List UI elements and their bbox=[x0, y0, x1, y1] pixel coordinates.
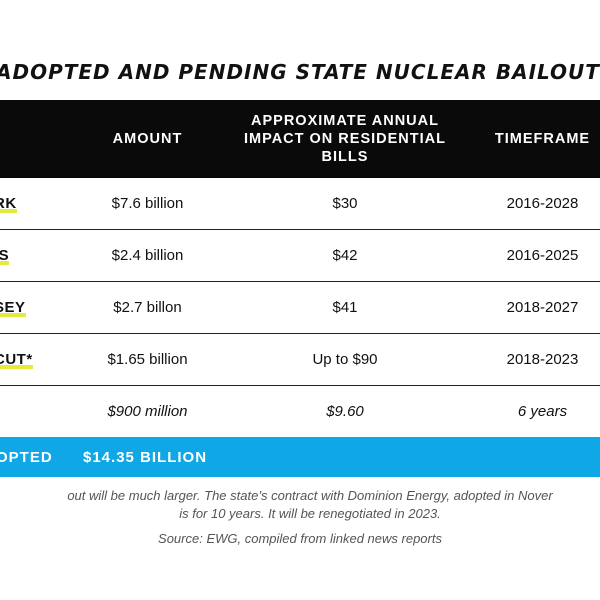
amount-cell: $900 million bbox=[107, 403, 188, 420]
timeframe-cell: 2016-2025 bbox=[506, 247, 579, 264]
table-header: E AMOUNT APPROXIMATE ANNUAL IMPACT ON RE… bbox=[0, 100, 600, 178]
impact-cell: $42 bbox=[332, 247, 358, 264]
footnote: out will be much larger. The state’s con… bbox=[0, 487, 600, 523]
total-amount: $14.35 BILLION bbox=[83, 448, 208, 466]
timeframe-cell: 6 years bbox=[517, 403, 568, 420]
table-row: CUT* $1.65 billion Up to $90 2018-2023 bbox=[0, 334, 600, 386]
source-note: Source: EWG, compiled from linked news r… bbox=[158, 531, 442, 546]
page-title: ADOPTED AND PENDING STATE NUCLEAR BAILOU… bbox=[0, 60, 600, 84]
amount-cell: $2.4 billion bbox=[111, 247, 184, 264]
table-row: RK $7.6 billion $30 2016-2028 bbox=[0, 178, 600, 230]
bailouts-table: E AMOUNT APPROXIMATE ANNUAL IMPACT ON RE… bbox=[0, 100, 600, 477]
impact-cell: $9.60 bbox=[326, 403, 364, 420]
state-link[interactable]: CUT* bbox=[0, 350, 33, 369]
impact-cell: $30 bbox=[332, 195, 358, 212]
table-row-pending: $900 million $9.60 6 years bbox=[0, 386, 600, 437]
amount-cell: $2.7 billon bbox=[113, 299, 182, 316]
state-link[interactable]: RK bbox=[0, 194, 17, 213]
timeframe-cell: 2018-2023 bbox=[506, 351, 579, 368]
amount-cell: $1.65 billion bbox=[107, 351, 188, 368]
table-row: SEY $2.7 billon $41 2018-2027 bbox=[0, 282, 600, 334]
impact-cell: $41 bbox=[332, 299, 358, 316]
state-link[interactable]: IS bbox=[0, 246, 10, 265]
total-row: OPTED $14.35 BILLION bbox=[0, 437, 600, 477]
header-timeframe: TIMEFRAME bbox=[494, 131, 591, 147]
state-link[interactable]: SEY bbox=[0, 298, 26, 317]
header-state: E bbox=[0, 100, 20, 178]
timeframe-cell: 2018-2027 bbox=[506, 299, 579, 316]
footnote-line-2: is for 10 years. It will be renegotiated… bbox=[179, 506, 441, 521]
header-impact: APPROXIMATE ANNUAL IMPACT ON RESIDENTIAL… bbox=[244, 113, 446, 165]
footnote-line-1: out will be much larger. The state’s con… bbox=[67, 488, 553, 503]
table-row: IS $2.4 billion $42 2016-2025 bbox=[0, 230, 600, 282]
total-label: OPTED bbox=[0, 448, 53, 466]
impact-cell: Up to $90 bbox=[312, 351, 378, 368]
timeframe-cell: 2016-2028 bbox=[506, 195, 579, 212]
header-amount: AMOUNT bbox=[112, 131, 183, 147]
amount-cell: $7.6 billion bbox=[111, 195, 184, 212]
